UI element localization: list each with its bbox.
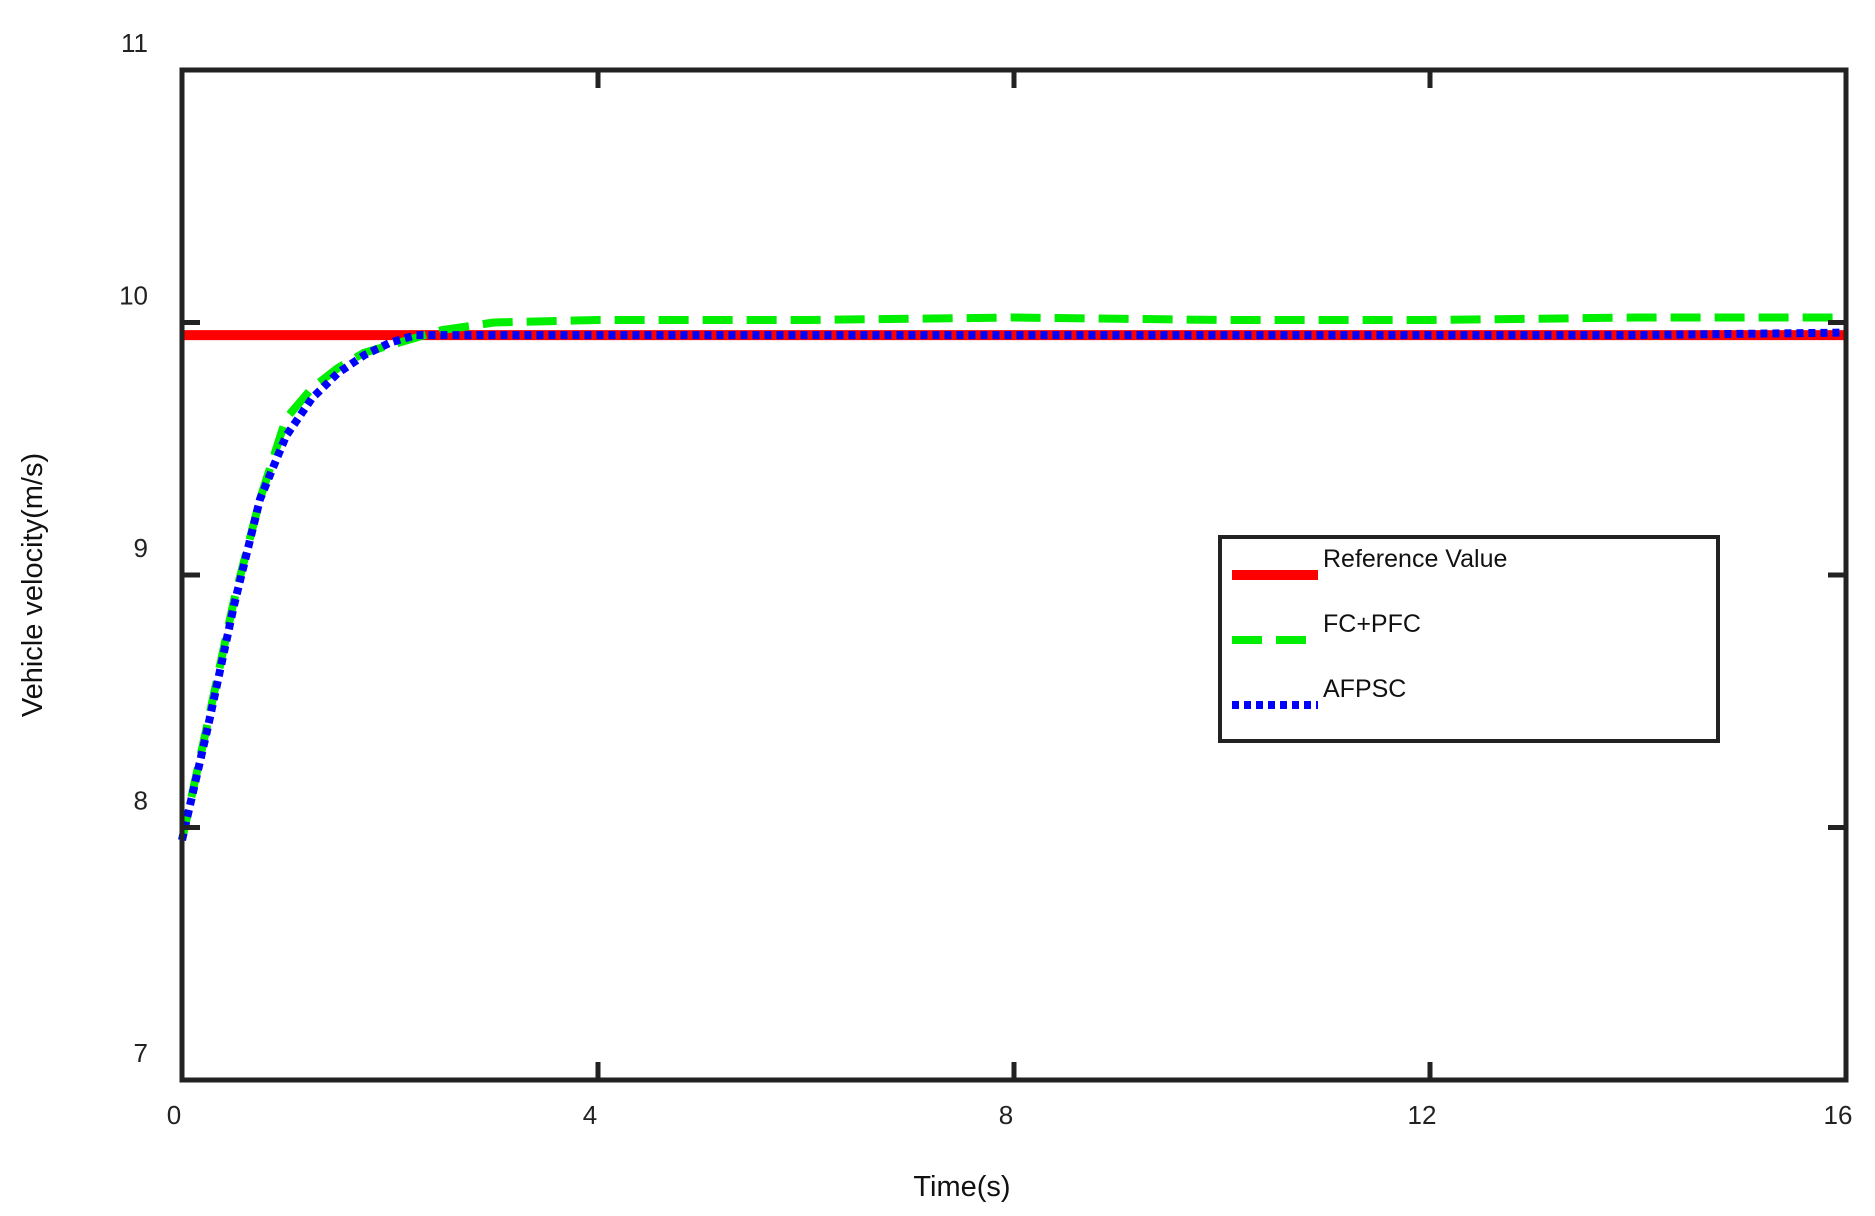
x-tick-label-2: 8 <box>999 1100 1013 1130</box>
legend: Reference Value FC+PFC AFPSC <box>1218 535 1720 743</box>
x-tick-label-1: 4 <box>583 1100 597 1130</box>
series-line-3 <box>178 328 1847 841</box>
y-tick-label-2: 9 <box>134 533 148 563</box>
x-tick-label-0: 0 <box>167 1100 181 1130</box>
legend-label-1: Reference Value <box>1323 545 1507 573</box>
y-tick-label-3: 10 <box>119 281 148 311</box>
legend-label-2: FC+PFC <box>1323 610 1421 638</box>
y-tick-label-4: 11 <box>121 28 148 58</box>
x-tick-label-3: 12 <box>1408 1100 1437 1130</box>
legend-items: Reference Value FC+PFC AFPSC <box>1232 545 1507 709</box>
y-axis-title: Vehicle velocity(m/s) <box>17 453 49 717</box>
series-line-2 <box>178 313 1846 841</box>
tick-labels: 0 4 8 12 16 7 8 9 10 11 <box>119 28 1852 1130</box>
y-tick-label-1: 8 <box>134 786 148 816</box>
x-axis-title: Time(s) <box>913 1171 1010 1203</box>
legend-label-3: AFPSC <box>1323 675 1406 703</box>
ticks-layer <box>179 67 1849 1083</box>
series-layer <box>178 313 1847 841</box>
y-tick-label-0: 7 <box>134 1038 148 1068</box>
x-tick-label-4: 16 <box>1824 1100 1853 1130</box>
